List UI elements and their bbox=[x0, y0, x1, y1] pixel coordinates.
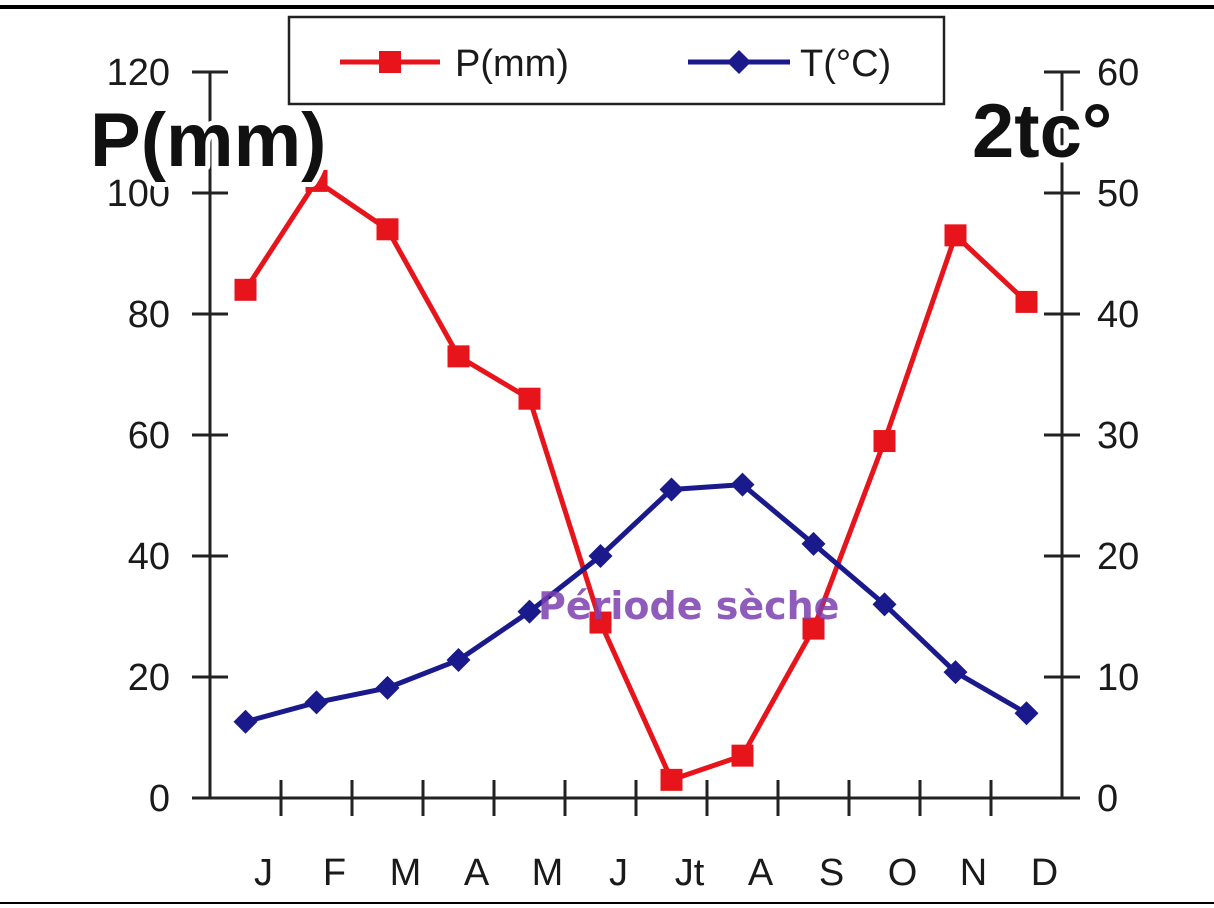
data-point bbox=[234, 278, 257, 301]
month-label: S bbox=[819, 852, 844, 894]
month-label: M bbox=[532, 852, 564, 894]
data-point bbox=[873, 430, 896, 453]
legend-p-marker bbox=[379, 51, 401, 73]
right-axis-title: 2tc° bbox=[972, 89, 1112, 174]
data-point bbox=[376, 218, 399, 241]
month-label: J bbox=[254, 852, 273, 894]
month-label: A bbox=[748, 852, 774, 894]
dry-period-annotation: Période sèche bbox=[538, 584, 839, 628]
month-label: N bbox=[960, 852, 987, 894]
month-label: D bbox=[1031, 852, 1058, 894]
left-tick-label: 0 bbox=[149, 778, 170, 820]
x-axis-ticks: J F M A M J Jt A S O N D bbox=[254, 780, 1058, 894]
month-label: Jt bbox=[675, 852, 705, 894]
data-point bbox=[872, 592, 897, 617]
legend-p-label: P(mm) bbox=[455, 43, 569, 85]
series-line bbox=[243, 178, 1029, 783]
left-axis: 0 20 40 60 80 100 120 bbox=[107, 52, 228, 820]
data-point bbox=[588, 544, 613, 568]
month-label: J bbox=[609, 852, 628, 894]
temperature-series bbox=[233, 472, 1039, 734]
left-axis-title: P(mm) bbox=[90, 98, 326, 183]
data-point bbox=[375, 675, 400, 700]
x-axis: J F M A M J Jt A S O N D bbox=[210, 780, 1062, 894]
data-point bbox=[518, 387, 541, 410]
left-tick-label: 80 bbox=[128, 294, 170, 336]
left-axis-ticks: 0 20 40 60 80 100 120 bbox=[107, 52, 228, 820]
data-point bbox=[1014, 701, 1039, 726]
data-point bbox=[731, 744, 754, 767]
data-point bbox=[659, 477, 684, 502]
precipitation-series bbox=[234, 169, 1038, 791]
right-tick-label: 0 bbox=[1097, 778, 1118, 820]
data-point bbox=[447, 345, 470, 368]
right-tick-label: 20 bbox=[1097, 536, 1139, 578]
month-label: O bbox=[888, 852, 918, 894]
data-point bbox=[943, 660, 968, 685]
data-point bbox=[446, 648, 471, 673]
legend-t-label: T(°C) bbox=[800, 43, 891, 85]
legend: P(mm) T(°C) bbox=[287, 15, 946, 106]
data-point bbox=[233, 709, 258, 734]
legend-t-marker bbox=[727, 50, 751, 74]
left-tick-label: 120 bbox=[107, 52, 170, 94]
data-point bbox=[589, 611, 612, 634]
data-point bbox=[802, 617, 825, 640]
right-tick-label: 10 bbox=[1097, 657, 1139, 699]
left-tick-label: 60 bbox=[128, 415, 170, 457]
left-tick-label: 20 bbox=[128, 657, 170, 699]
data-point bbox=[801, 531, 826, 556]
month-label: F bbox=[323, 852, 346, 894]
data-point bbox=[730, 472, 755, 497]
month-label: A bbox=[464, 852, 490, 894]
data-point bbox=[660, 768, 683, 791]
right-tick-label: 40 bbox=[1097, 294, 1139, 336]
series-line bbox=[244, 482, 1028, 725]
right-axis: 0 10 20 30 40 50 60 bbox=[1044, 52, 1139, 820]
right-axis-ticks: 0 10 20 30 40 50 60 bbox=[1044, 52, 1139, 820]
right-tick-label: 60 bbox=[1097, 52, 1139, 94]
left-tick-label: 100 bbox=[107, 173, 170, 215]
data-point bbox=[944, 224, 967, 247]
right-tick-label: 50 bbox=[1097, 173, 1139, 215]
data-point bbox=[1015, 290, 1038, 313]
right-tick-label: 30 bbox=[1097, 415, 1139, 457]
data-point bbox=[304, 690, 329, 715]
month-label: M bbox=[390, 852, 422, 894]
data-point bbox=[517, 599, 542, 624]
data-point bbox=[305, 169, 328, 192]
left-tick-label: 40 bbox=[128, 536, 170, 578]
